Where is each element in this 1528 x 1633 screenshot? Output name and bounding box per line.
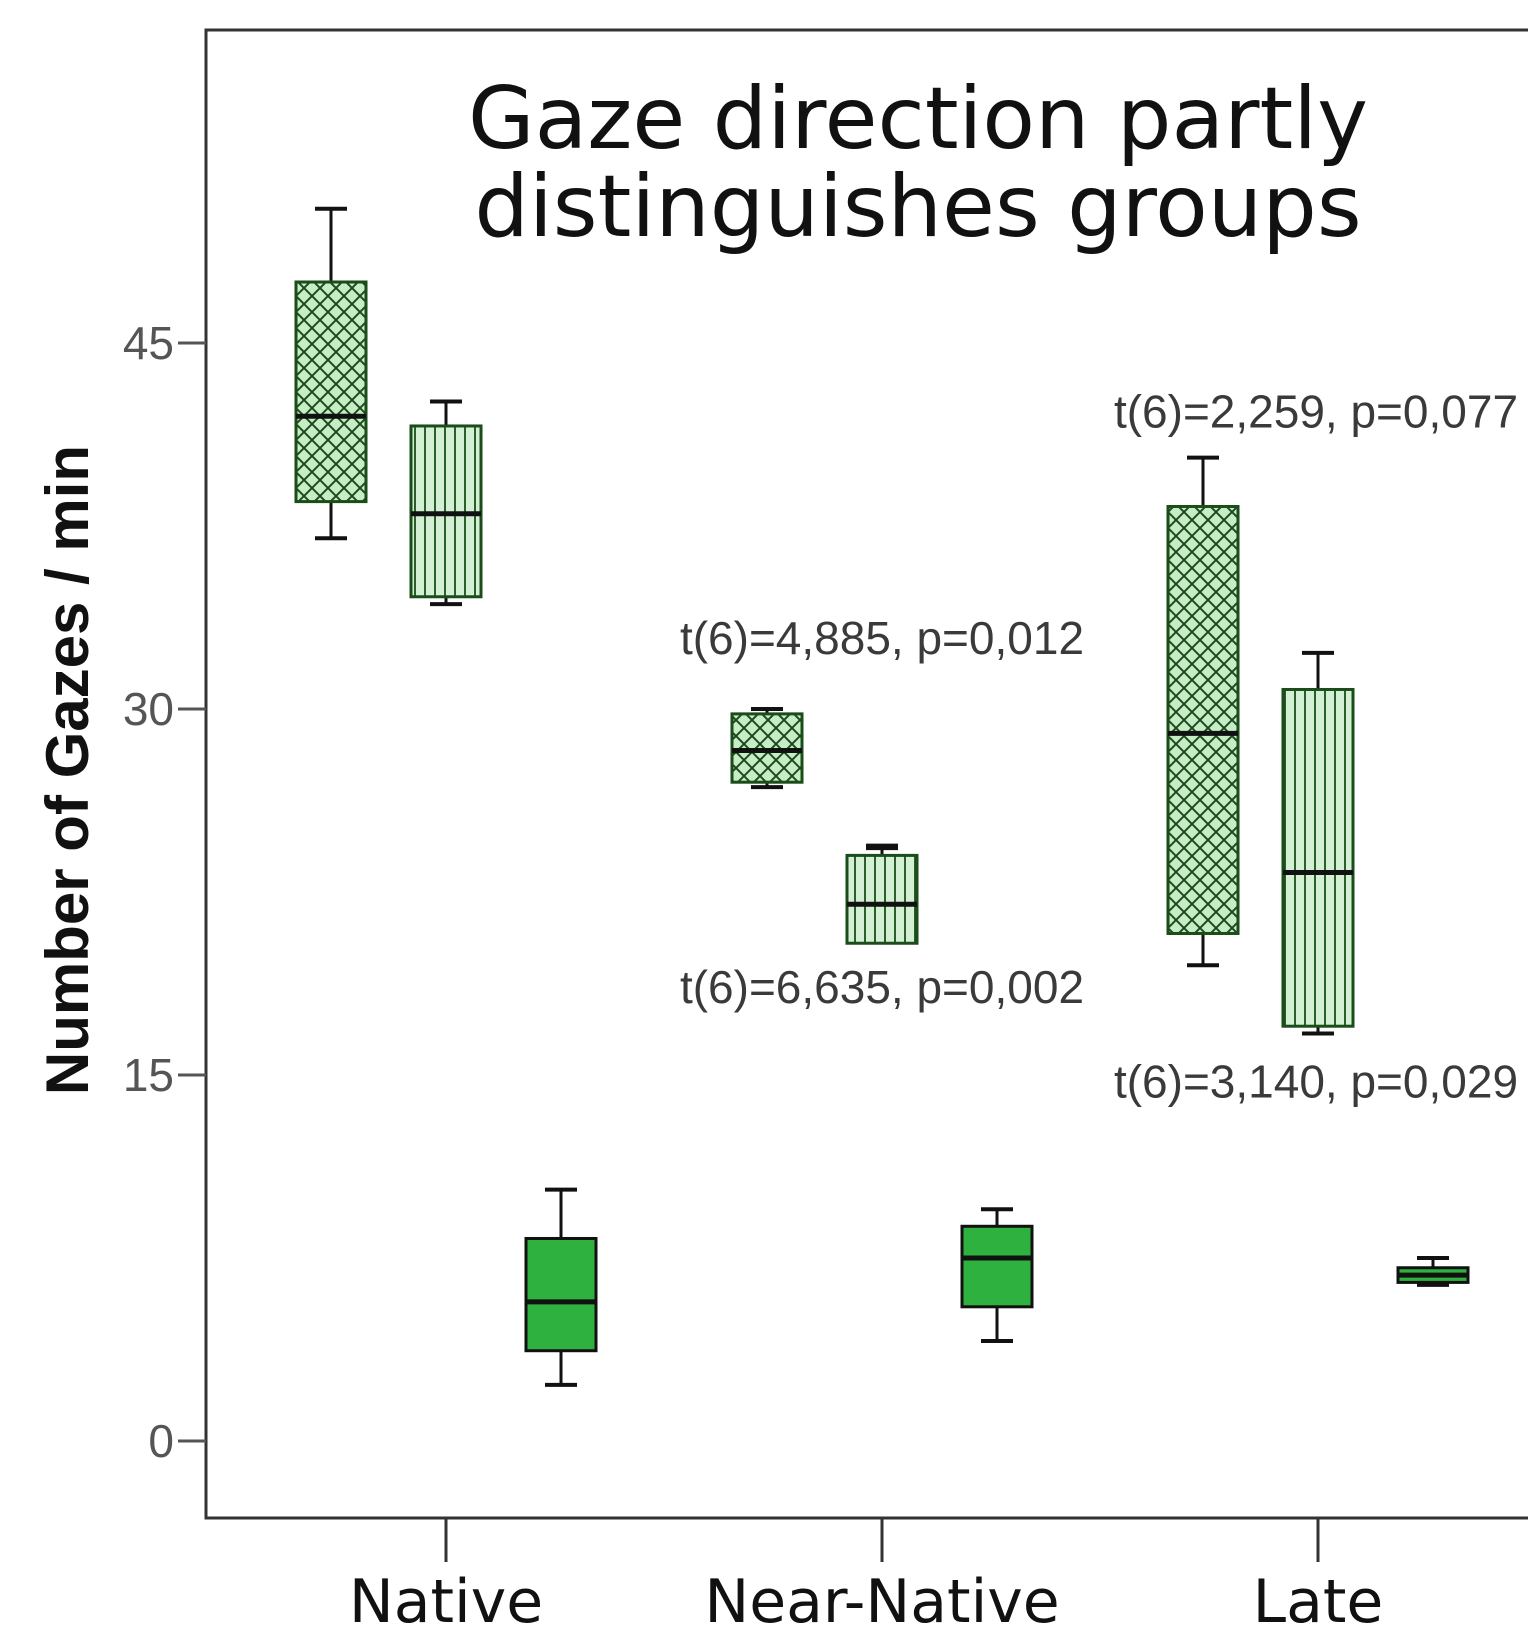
stat-annotation: t(6)=4,885, p=0,012 bbox=[680, 612, 1084, 664]
stat-annotation: t(6)=2,259, p=0,077 bbox=[1114, 386, 1518, 438]
annotations: t(6)=4,885, p=0,012 t(6)=6,635, p=0,002 t(… bbox=[680, 386, 1518, 1108]
y-tick-label: 30 bbox=[123, 683, 174, 735]
y-tick-label: 0 bbox=[148, 1415, 174, 1467]
box-plot bbox=[409, 399, 483, 607]
x-category-label: Native bbox=[349, 1567, 543, 1628]
box-plot bbox=[1281, 650, 1355, 1036]
chart-title-line-1: Gaze direction partly bbox=[468, 69, 1368, 169]
box-plot bbox=[294, 206, 368, 541]
box-plot bbox=[524, 1187, 598, 1387]
box-iqr bbox=[960, 1224, 1034, 1309]
y-axis-label: Number of Gazes / min bbox=[34, 445, 101, 1095]
box-plot-series bbox=[294, 206, 1470, 1387]
x-category-label: Near-Native bbox=[704, 1567, 1059, 1628]
box-plot bbox=[1396, 1256, 1470, 1287]
box-iqr bbox=[1281, 687, 1355, 1028]
box-plot bbox=[845, 843, 919, 945]
box-iqr bbox=[524, 1236, 598, 1353]
stat-annotation: t(6)=6,635, p=0,002 bbox=[680, 961, 1084, 1013]
x-axis: Native Near-Native Late bbox=[349, 1518, 1384, 1633]
plot-frame bbox=[204, 28, 1528, 1520]
y-tick-label: 15 bbox=[123, 1049, 174, 1101]
stat-annotation: t(6)=3,140, p=0,029 bbox=[1114, 1056, 1518, 1108]
box-plot bbox=[960, 1207, 1034, 1343]
chart-title-line-2: distinguishes groups bbox=[474, 157, 1361, 257]
y-tick-label: 45 bbox=[123, 317, 174, 369]
box-iqr bbox=[1166, 504, 1240, 935]
box-iqr bbox=[845, 853, 919, 945]
box-plot bbox=[1166, 455, 1240, 968]
x-category-label: Late bbox=[1253, 1567, 1384, 1628]
box-plot bbox=[730, 707, 804, 790]
y-axis: 0 15 30 45 bbox=[123, 317, 206, 1467]
box-iqr bbox=[294, 280, 368, 504]
